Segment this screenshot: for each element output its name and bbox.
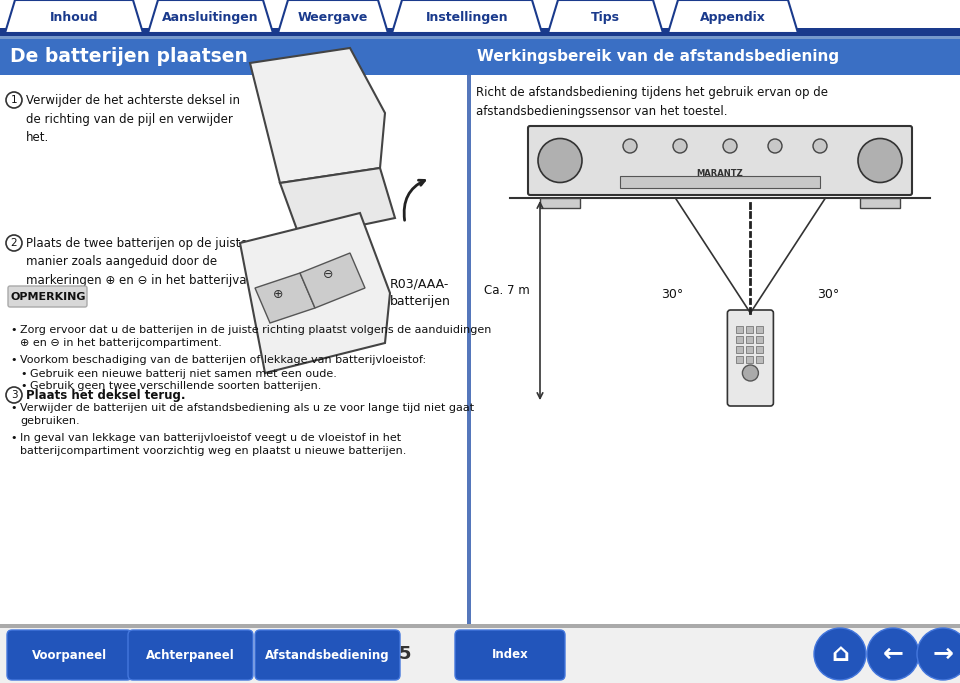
Text: Zorg ervoor dat u de batterijen in de juiste richting plaatst volgens de aanduid: Zorg ervoor dat u de batterijen in de ju… [20,325,492,348]
Text: Instellingen: Instellingen [425,11,508,24]
Circle shape [6,387,22,403]
Polygon shape [548,0,663,33]
Text: •: • [10,355,16,365]
Bar [747,356,754,363]
Circle shape [917,628,960,680]
Text: OPMERKING: OPMERKING [11,292,85,302]
FancyBboxPatch shape [255,630,400,680]
Text: MARANTZ: MARANTZ [697,169,743,178]
Text: ⊕: ⊕ [273,288,283,301]
Circle shape [723,139,737,153]
Text: 5: 5 [398,645,411,663]
Bar [860,198,900,208]
Text: In geval van lekkage van batterijvloeistof veegt u de vloeistof in het
batterijc: In geval van lekkage van batterijvloeist… [20,433,406,456]
Bar [747,326,754,333]
Text: Ca. 7 m: Ca. 7 m [484,284,530,297]
Text: Weergave: Weergave [298,11,369,24]
Polygon shape [392,0,542,33]
Text: 30°: 30° [661,288,684,301]
Text: Voorkom beschadiging van de batterijen of lekkage van batterijvloeistof:: Voorkom beschadiging van de batterijen o… [20,355,426,365]
Circle shape [6,235,22,251]
Text: •: • [10,403,16,413]
Circle shape [538,139,582,182]
FancyBboxPatch shape [528,126,912,195]
Text: Gebruik een nieuwe batterij niet samen met een oude.: Gebruik een nieuwe batterij niet samen m… [30,369,337,379]
Bar [736,346,743,353]
Bar [756,326,763,333]
Text: 2: 2 [11,238,17,248]
Bar [736,356,743,363]
Text: Index: Index [492,648,528,662]
Text: Inhoud: Inhoud [50,11,98,24]
Text: Verwijder de batterijen uit de afstandsbediening als u ze voor lange tijd niet g: Verwijder de batterijen uit de afstandsb… [20,403,474,426]
Bar [467,75,471,628]
Bar [0,625,960,683]
Text: Verwijder de het achterste deksel in
de richting van de pijl en verwijder
het.: Verwijder de het achterste deksel in de … [26,94,240,144]
Text: •: • [10,325,16,335]
FancyBboxPatch shape [7,630,132,680]
FancyBboxPatch shape [8,286,87,307]
Text: •: • [20,381,27,391]
FancyBboxPatch shape [128,630,253,680]
Polygon shape [300,253,365,308]
Bar [736,326,743,333]
Polygon shape [280,168,395,238]
Polygon shape [240,213,390,373]
Bar [756,336,763,343]
Circle shape [623,139,637,153]
Circle shape [673,139,687,153]
Circle shape [858,139,902,182]
Bar [747,336,754,343]
Text: Werkingsbereik van de afstandsbediening: Werkingsbereik van de afstandsbediening [477,49,839,64]
Bar [0,624,960,628]
Polygon shape [278,0,388,33]
Bar [540,198,580,208]
Text: 1: 1 [11,95,17,105]
Circle shape [814,628,866,680]
Bar [470,39,960,75]
Circle shape [6,92,22,108]
Text: •: • [20,369,27,379]
Bar [0,39,470,75]
Circle shape [867,628,919,680]
Polygon shape [255,273,315,323]
Bar [736,336,743,343]
Text: Voorpaneel: Voorpaneel [32,648,108,662]
Text: ←: ← [882,642,903,666]
Text: Richt de afstandsbediening tijdens het gebruik ervan op de
afstandsbedieningssen: Richt de afstandsbediening tijdens het g… [476,86,828,117]
Text: Appendix: Appendix [700,11,766,24]
Text: 3: 3 [11,390,17,400]
Text: ⌂: ⌂ [831,642,849,666]
Circle shape [742,365,758,381]
Circle shape [768,139,782,153]
FancyBboxPatch shape [728,310,774,406]
Polygon shape [5,0,143,33]
Text: Achterpaneel: Achterpaneel [146,648,235,662]
Text: R03/AAA-
batterijen: R03/AAA- batterijen [390,277,451,309]
Bar [747,346,754,353]
Text: Aansluitingen: Aansluitingen [162,11,259,24]
Polygon shape [668,0,798,33]
Bar [620,176,820,188]
Polygon shape [250,48,385,183]
Text: 30°: 30° [817,288,840,301]
Text: Gebruik geen twee verschillende soorten batterijen.: Gebruik geen twee verschillende soorten … [30,381,322,391]
Text: •: • [10,433,16,443]
Circle shape [813,139,827,153]
Polygon shape [148,0,273,33]
Text: Plaats de twee batterijen op de juiste
manier zoals aangeduid door de
markeringe: Plaats de twee batterijen op de juiste m… [26,237,257,287]
Bar [756,356,763,363]
Text: Tips: Tips [591,11,620,24]
Bar [756,346,763,353]
FancyBboxPatch shape [455,630,565,680]
Bar [0,36,960,39]
Text: Afstandsbediening: Afstandsbediening [265,648,390,662]
Text: Plaats het deksel terug.: Plaats het deksel terug. [26,389,185,402]
Text: De batterijen plaatsen: De batterijen plaatsen [10,48,248,66]
Text: ⊖: ⊖ [323,268,333,281]
Text: →: → [932,642,953,666]
Bar [0,28,960,36]
